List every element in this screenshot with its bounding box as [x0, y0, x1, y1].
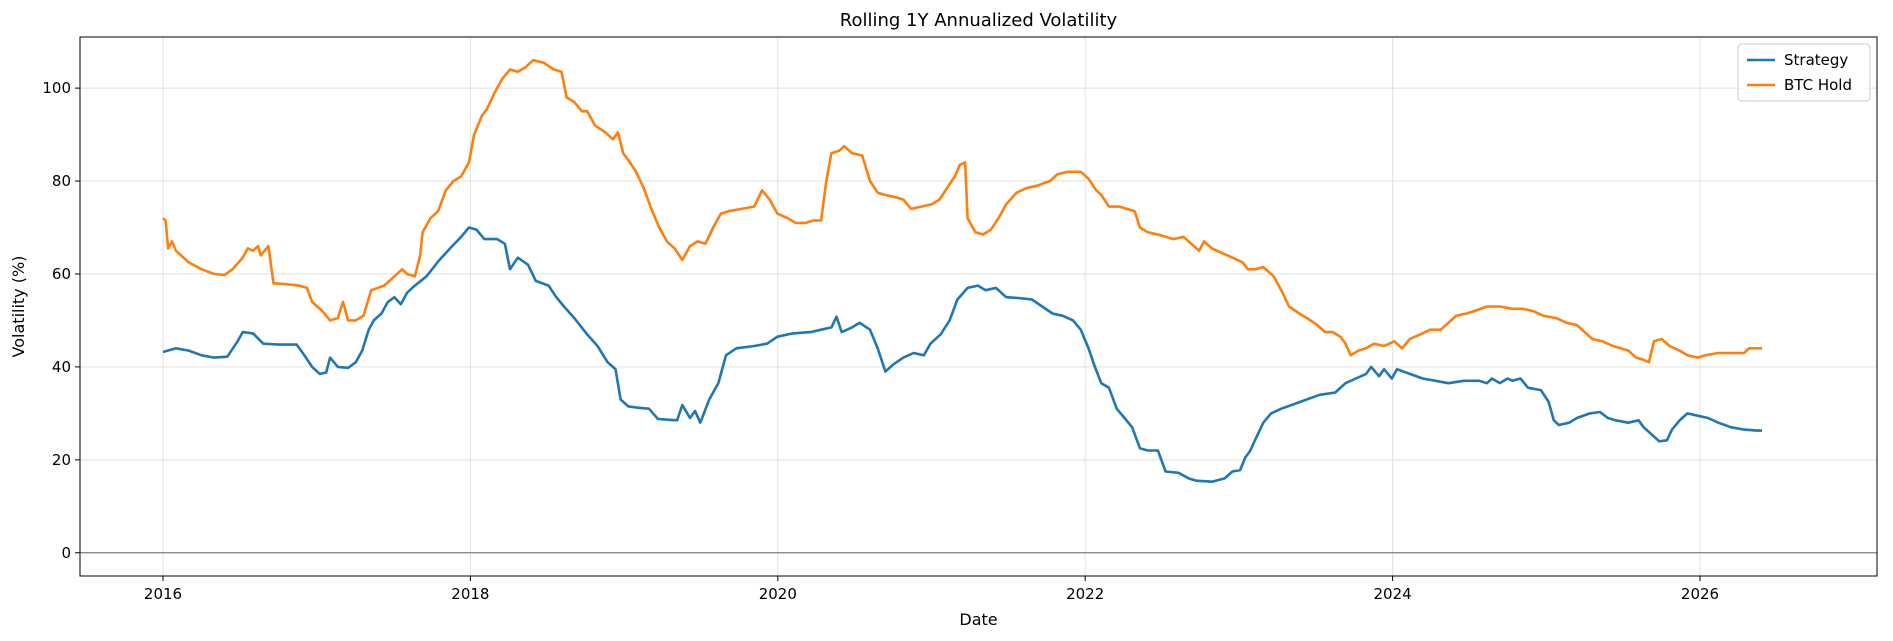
plot-area-frame [79, 36, 1878, 577]
x-tick-label: 2026 [1681, 585, 1719, 603]
y-tick-label: 0 [61, 544, 71, 562]
series-line-btc-hold [162, 58, 1762, 364]
y-axis-label: Volatility (%) [9, 256, 28, 358]
x-tick-label: 2016 [144, 585, 182, 603]
x-axis-ticks: 2016 2018 2020 2022 2024 2026 [144, 576, 1719, 603]
x-tick-label: 2020 [759, 585, 797, 603]
legend-label-strategy: Strategy [1784, 51, 1848, 69]
x-axis-label: Date [959, 610, 997, 629]
y-tick-label: 60 [52, 265, 71, 283]
y-tick-label: 20 [52, 451, 71, 469]
legend-label-btc-hold: BTC Hold [1784, 76, 1852, 94]
x-tick-label: 2018 [451, 585, 489, 603]
chart-title: Rolling 1Y Annualized Volatility [840, 10, 1118, 31]
legend-box [1737, 43, 1871, 102]
y-tick-label: 40 [52, 358, 71, 376]
legend: Strategy BTC Hold [1737, 43, 1871, 102]
y-tick-label: 80 [52, 172, 71, 190]
x-tick-label: 2024 [1374, 585, 1412, 603]
series-lines [162, 58, 1762, 483]
x-tick-label: 2022 [1066, 585, 1104, 603]
y-axis-ticks: 0 20 40 60 80 100 [42, 79, 80, 562]
series-line-strategy [162, 226, 1762, 483]
grid [80, 37, 1877, 576]
y-tick-label: 100 [42, 79, 71, 97]
